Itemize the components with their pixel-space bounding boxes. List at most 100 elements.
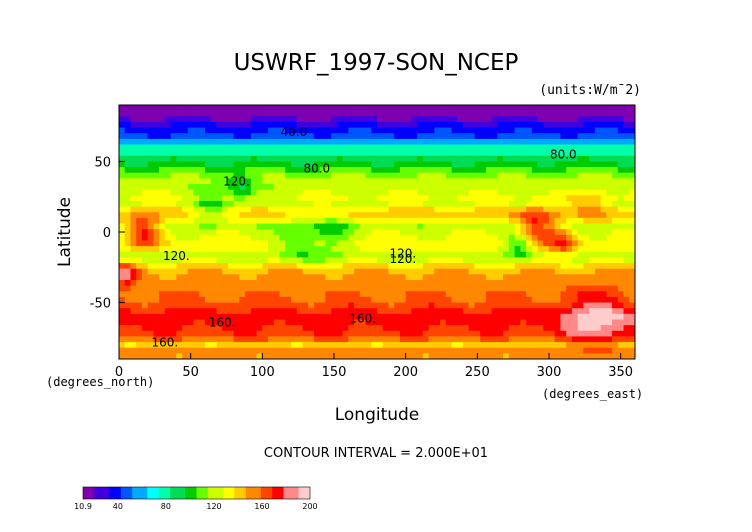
heatmap-cell [606, 347, 613, 354]
heatmap-cell [388, 155, 395, 162]
heatmap-cell [543, 240, 550, 247]
heatmap-cell [554, 353, 561, 360]
heatmap-cell [606, 161, 613, 168]
colorbar-segment [143, 487, 148, 499]
heatmap-cell [457, 155, 464, 162]
heatmap-cell [520, 167, 527, 174]
heatmap-cell [617, 212, 624, 219]
heatmap-cell [537, 257, 544, 264]
heatmap-cell [164, 263, 171, 270]
heatmap-cell [571, 206, 579, 213]
heatmap-cell [147, 302, 154, 309]
heatmap-cell [491, 155, 498, 162]
heatmap-cell [405, 296, 412, 303]
heatmap-cell [508, 150, 515, 157]
heatmap-cell [291, 342, 298, 349]
heatmap-cell [141, 302, 149, 309]
heatmap-cell [417, 161, 424, 168]
heatmap-cell [583, 155, 590, 162]
heatmap-cell [308, 353, 315, 360]
heatmap-cell [571, 285, 579, 292]
heatmap-cell [377, 319, 384, 326]
heatmap-cell [365, 212, 372, 219]
heatmap-cell [468, 229, 475, 236]
heatmap-cell [474, 127, 481, 134]
heatmap-cell [629, 308, 636, 315]
heatmap-cell [256, 217, 263, 224]
heatmap-cell [147, 172, 154, 179]
heatmap-cell [589, 246, 596, 253]
heatmap-cell [549, 206, 556, 213]
heatmap-cell [560, 116, 567, 123]
heatmap-cell [594, 138, 601, 145]
x-tick-label: 150 [322, 365, 347, 380]
heatmap-cell [296, 206, 303, 213]
heatmap-cell [520, 200, 527, 207]
heatmap-cell [119, 308, 126, 315]
heatmap-cell [388, 279, 395, 287]
heatmap-cell [319, 138, 326, 145]
heatmap-cell [187, 155, 194, 162]
heatmap-cell [199, 274, 206, 281]
heatmap-cell [291, 121, 298, 128]
heatmap-cell [577, 257, 584, 264]
heatmap-cell [279, 172, 286, 179]
heatmap-cell [216, 336, 223, 343]
heatmap-cell [313, 127, 321, 134]
heatmap-cell [147, 263, 154, 270]
heatmap-cell [245, 279, 252, 287]
heatmap-cell [348, 268, 355, 275]
heatmap-cell [520, 138, 527, 145]
heatmap-cell [365, 296, 372, 303]
heatmap-cell [250, 155, 257, 162]
heatmap-cell [468, 105, 475, 112]
heatmap-cell [514, 189, 521, 196]
heatmap-cell [222, 172, 229, 179]
heatmap-cell [268, 330, 275, 337]
heatmap-cell [405, 150, 412, 157]
heatmap-cell [474, 325, 481, 332]
heatmap-cell [440, 240, 447, 247]
heatmap-cell [291, 257, 298, 264]
heatmap-cell [474, 330, 481, 337]
heatmap-cell [377, 116, 384, 123]
heatmap-cell [331, 105, 338, 112]
heatmap-cell [543, 234, 550, 241]
heatmap-cell [417, 138, 424, 145]
heatmap-cell [474, 133, 481, 140]
heatmap-cell [136, 167, 143, 174]
heatmap-cell [422, 342, 429, 349]
heatmap-cell [411, 121, 418, 128]
heatmap-cell [176, 133, 183, 140]
heatmap-cell [199, 347, 206, 354]
heatmap-cell [164, 268, 171, 275]
heatmap-cell [187, 246, 194, 253]
heatmap-cell [549, 155, 556, 162]
heatmap-cell [537, 200, 544, 207]
heatmap-cell [537, 217, 544, 224]
heatmap-cell [153, 285, 160, 292]
heatmap-cell [331, 189, 338, 196]
heatmap-cell [571, 251, 579, 258]
heatmap-cell [594, 240, 601, 247]
heatmap-cell [571, 172, 579, 179]
heatmap-cell [119, 325, 126, 332]
heatmap-cell [222, 347, 229, 354]
heatmap-cell [629, 167, 636, 174]
heatmap-cell [440, 353, 447, 360]
heatmap-cell [480, 257, 487, 264]
heatmap-cell [325, 189, 332, 196]
heatmap-cell [136, 133, 143, 140]
heatmap-cell [296, 138, 303, 145]
colorbar-tick-label: 10.9 [74, 502, 92, 511]
heatmap-cell [537, 302, 544, 309]
heatmap-cell [612, 240, 619, 247]
colorbar-segment [188, 487, 194, 499]
heatmap-cell [325, 150, 332, 157]
heatmap-cell [130, 116, 137, 123]
heatmap-cell [566, 178, 573, 185]
heatmap-cell [520, 325, 527, 332]
heatmap-cell [399, 296, 407, 303]
heatmap-cell [250, 296, 257, 303]
heatmap-cell [371, 342, 378, 349]
